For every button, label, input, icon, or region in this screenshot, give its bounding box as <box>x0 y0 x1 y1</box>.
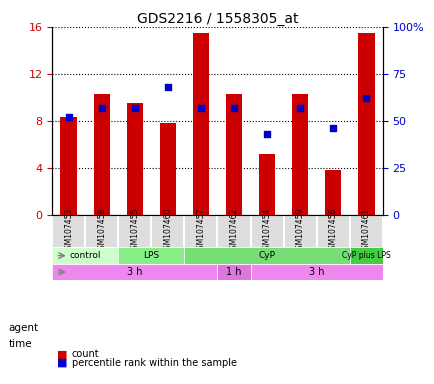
Point <box>329 126 336 132</box>
Bar <box>258 154 275 215</box>
Point <box>296 105 303 111</box>
Text: GSM107459: GSM107459 <box>295 208 304 255</box>
Text: GDS2216 / 1558305_at: GDS2216 / 1558305_at <box>136 12 298 25</box>
Bar <box>192 33 209 215</box>
Text: GSM107456: GSM107456 <box>328 208 337 255</box>
Text: GSM107454: GSM107454 <box>262 208 271 255</box>
Text: 1 h: 1 h <box>226 267 241 277</box>
Point <box>164 84 171 90</box>
Point <box>197 105 204 111</box>
Point <box>263 131 270 137</box>
Text: time: time <box>9 339 32 349</box>
Text: 3 h: 3 h <box>127 267 142 277</box>
Text: GSM107453: GSM107453 <box>64 208 73 255</box>
Text: control: control <box>69 251 101 260</box>
FancyBboxPatch shape <box>52 247 118 264</box>
FancyBboxPatch shape <box>250 264 382 280</box>
Text: GSM107455: GSM107455 <box>130 208 139 255</box>
Text: 3 h: 3 h <box>308 267 324 277</box>
Text: GSM107462: GSM107462 <box>229 208 238 254</box>
Text: GSM107461: GSM107461 <box>361 208 370 254</box>
Text: count: count <box>72 349 99 359</box>
Point <box>362 95 369 101</box>
Bar <box>291 94 308 215</box>
Text: LPS: LPS <box>143 251 159 260</box>
Bar <box>60 118 77 215</box>
Text: ■: ■ <box>56 349 67 359</box>
Text: GSM107460: GSM107460 <box>163 208 172 255</box>
Point <box>230 105 237 111</box>
Bar <box>126 103 143 215</box>
Text: CyP: CyP <box>258 251 275 260</box>
Bar <box>357 33 374 215</box>
Point <box>98 105 105 111</box>
Point <box>65 114 72 120</box>
Text: agent: agent <box>9 323 39 333</box>
FancyBboxPatch shape <box>349 247 382 264</box>
Text: GSM107458: GSM107458 <box>97 208 106 254</box>
FancyBboxPatch shape <box>217 264 250 280</box>
FancyBboxPatch shape <box>118 247 184 264</box>
Text: percentile rank within the sample: percentile rank within the sample <box>72 358 236 368</box>
Text: CyP plus LPS: CyP plus LPS <box>341 251 390 260</box>
Bar <box>93 94 110 215</box>
FancyBboxPatch shape <box>52 264 217 280</box>
Bar <box>159 123 176 215</box>
Bar <box>225 94 242 215</box>
Point <box>131 105 138 111</box>
Bar <box>324 170 341 215</box>
Text: ■: ■ <box>56 358 67 368</box>
Text: GSM107457: GSM107457 <box>196 208 205 255</box>
FancyBboxPatch shape <box>184 247 349 264</box>
